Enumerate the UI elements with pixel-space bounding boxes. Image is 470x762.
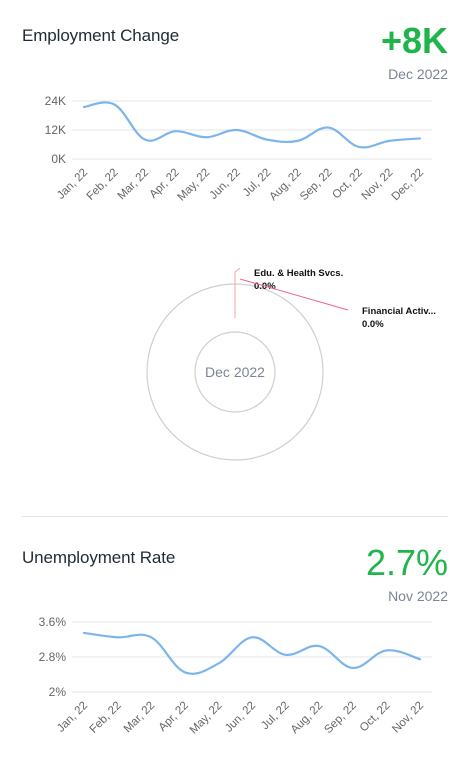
employment-kpi-period: Dec 2022 — [388, 66, 448, 82]
employment-series-line — [82, 101, 422, 149]
unemployment-y-tick-label: 2.8% — [39, 650, 67, 664]
donut-label-2-name: Financial Activ... — [362, 306, 436, 317]
donut-label-2-value: 0.0% — [362, 319, 384, 330]
unemployment-card: Unemployment Rate 2.7% Nov 2022 2% 2.8% 3.… — [0, 520, 470, 762]
unemployment-series-line — [82, 631, 422, 675]
unemployment-x-tick-label: Jun, 22 — [223, 700, 258, 735]
employment-x-tick-label: Jun, 22 — [208, 167, 243, 202]
unemployment-x-tick-label: Nov, 22 — [390, 700, 426, 736]
card-divider — [22, 516, 448, 517]
donut-connector-1 — [234, 267, 241, 318]
employment-y-tick-label: 24K — [45, 94, 66, 108]
donut-connector-2 — [239, 278, 349, 311]
unemployment-x-tick-label: Aug, 22 — [289, 700, 326, 737]
unemployment-x-tick-label: Apr, 22 — [157, 700, 191, 734]
employment-y-tick-label: 0K — [51, 152, 66, 166]
unemployment-x-tick-label: Sep, 22 — [322, 700, 359, 737]
employment-x-tick-label: Jan, 22 — [55, 167, 90, 202]
unemployment-y-tick-label: 2% — [49, 685, 67, 699]
employment-kpi-value: +8K — [380, 20, 448, 61]
employment-title: Employment Change — [22, 26, 180, 45]
unemployment-x-tick-label: Jul, 22 — [259, 700, 291, 732]
unemployment-x-tick-label: Jan, 22 — [55, 700, 90, 735]
unemployment-x-tick-label: Mar, 22 — [122, 700, 158, 736]
donut-inner-ring — [194, 331, 276, 413]
employment-x-tick-label: Oct, 22 — [330, 167, 365, 202]
donut-center-label: Dec 2022 — [205, 364, 265, 380]
sector-donut-chart: Dec 2022 Edu. & Health Svcs. 0.0% Financ… — [146, 267, 436, 461]
employment-x-tick-label: Sep, 22 — [298, 167, 335, 204]
employment-x-tick-label: Feb, 22 — [85, 167, 121, 203]
employment-x-tick-label: Mar, 22 — [116, 167, 152, 203]
unemployment-title: Unemployment Rate — [22, 548, 176, 567]
unemployment-kpi-value: 2.7% — [365, 542, 448, 583]
employment-x-tick-label: May, 22 — [175, 167, 212, 204]
donut-label-1-name: Edu. & Health Svcs. — [254, 268, 343, 279]
employment-x-tick-label: Dec, 22 — [390, 167, 427, 204]
employment-x-tick-label: Aug, 22 — [267, 167, 304, 204]
unemployment-x-tick-label: Feb, 22 — [88, 700, 124, 736]
unemployment-kpi-period: Nov 2022 — [388, 588, 448, 604]
employment-x-tick-label: Nov, 22 — [360, 167, 396, 203]
unemployment-y-tick-label: 3.6% — [39, 615, 67, 629]
unemployment-x-tick-label: May, 22 — [188, 700, 225, 737]
unemployment-x-tick-label: Oct, 22 — [358, 700, 393, 735]
employment-card: Employment Change +8K Dec 2022 0K 12K 24K J… — [22, 20, 448, 461]
employment-y-tick-label: 12K — [45, 123, 66, 137]
